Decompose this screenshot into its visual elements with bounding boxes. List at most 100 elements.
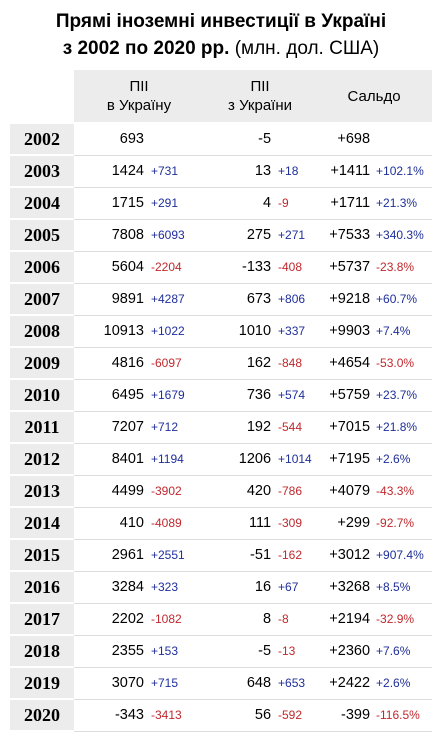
saldo-percent: +8.5%: [373, 570, 433, 604]
fdi-in-change: +1679: [148, 378, 205, 412]
fdi-in-change: +715: [148, 666, 205, 700]
year-cell: 2018: [10, 634, 74, 668]
fdi-out-value: 4: [204, 186, 276, 220]
fdi-in-change: -2204: [148, 250, 205, 284]
fdi-in-change: [148, 122, 205, 156]
fdi-out-value: 16: [204, 570, 276, 604]
year-cell: 2014: [10, 506, 74, 540]
saldo-value: +2194: [316, 602, 374, 636]
year-cell: 2020: [10, 698, 74, 732]
saldo-value: +7195: [316, 442, 374, 476]
fdi-out-value: 275: [204, 218, 276, 252]
saldo-value: +1411: [316, 154, 374, 188]
fdi-out-value: -133: [204, 250, 276, 284]
fdi-out-value: 8: [204, 602, 276, 636]
saldo-value: +7015: [316, 410, 374, 444]
fdi-out-change: -309: [275, 506, 317, 540]
table-row: 2010 6495 +1679 736 +574 +5759 +23.7%: [10, 378, 433, 412]
fdi-out-value: 111: [204, 506, 276, 540]
fdi-in-value: 2202: [74, 602, 148, 636]
saldo-percent: [373, 122, 433, 156]
saldo-value: +5759: [316, 378, 374, 412]
year-cell: 2011: [10, 410, 74, 444]
saldo-percent: -23.8%: [373, 250, 433, 284]
column-header-fdi-out: ПІІ з України: [204, 70, 317, 123]
fdi-out-change: -848: [275, 346, 317, 380]
saldo-percent: -32.9%: [373, 602, 433, 636]
fdi-out-value: -5: [204, 634, 276, 668]
table-row: 2018 2355 +153 -5 -13 +2360 +7.6%: [10, 634, 433, 668]
fdi-out-value: 192: [204, 410, 276, 444]
fdi-out-change: -544: [275, 410, 317, 444]
saldo-percent: +2.6%: [373, 666, 433, 700]
fdi-in-change: -1082: [148, 602, 205, 636]
saldo-percent: +7.6%: [373, 634, 433, 668]
saldo-percent: +340.3%: [373, 218, 433, 252]
fdi-out-change: +574: [275, 378, 317, 412]
table-row: 2008 10913 +1022 1010 +337 +9903 +7.4%: [10, 314, 433, 348]
title-line-2: з 2002 по 2020 рр. (млн. дол. США): [62, 38, 380, 59]
year-cell: 2007: [10, 282, 74, 316]
fdi-out-value: 673: [204, 282, 276, 316]
table-row: 2020 -343 -3413 56 -592 -399 -116.5%: [10, 698, 433, 732]
fdi-out-value: 56: [204, 698, 276, 732]
fdi-in-value: 2355: [74, 634, 148, 668]
title-unit: (млн. дол. США): [229, 38, 380, 59]
column-header-fdi-in: ПІІ в Україну: [74, 70, 205, 123]
fdi-in-value: 10913: [74, 314, 148, 348]
fdi-in-change: +731: [148, 154, 205, 188]
saldo-value: +4079: [316, 474, 374, 508]
fdi-out-value: 420: [204, 474, 276, 508]
fdi-in-change: +153: [148, 634, 205, 668]
saldo-percent: -116.5%: [373, 698, 433, 732]
fdi-out-value: 1010: [204, 314, 276, 348]
table-row: 2012 8401 +1194 1206 +1014 +7195 +2.6%: [10, 442, 433, 476]
table-row: 2014 410 -4089 111 -309 +299 -92.7%: [10, 506, 433, 540]
year-cell: 2013: [10, 474, 74, 508]
fdi-in-change: +712: [148, 410, 205, 444]
saldo-value: +2422: [316, 666, 374, 700]
year-cell: 2009: [10, 346, 74, 380]
table-row: 2002 693 -5 +698: [10, 122, 433, 156]
fdi-in-change: +6093: [148, 218, 205, 252]
table-row: 2017 2202 -1082 8 -8 +2194 -32.9%: [10, 602, 433, 636]
fdi-out-change: -162: [275, 538, 317, 572]
fdi-in-value: 3070: [74, 666, 148, 700]
fdi-in-change: -4089: [148, 506, 205, 540]
fdi-in-value: 5604: [74, 250, 148, 284]
saldo-percent: +60.7%: [373, 282, 433, 316]
year-cell: 2004: [10, 186, 74, 220]
table-row: 2011 7207 +712 192 -544 +7015 +21.8%: [10, 410, 433, 444]
fdi-out-value: 1206: [204, 442, 276, 476]
fdi-out-change: +271: [275, 218, 317, 252]
fdi-out-change: +337: [275, 314, 317, 348]
saldo-value: +299: [316, 506, 374, 540]
fdi-out-change: -408: [275, 250, 317, 284]
table-body: 2002 693 -5 +698 2003 1424 +731 13 +18 +1411 +102.…: [10, 122, 433, 732]
fdi-in-change: +323: [148, 570, 205, 604]
fdi-in-value: 8401: [74, 442, 148, 476]
saldo-percent: -92.7%: [373, 506, 433, 540]
saldo-value: +2360: [316, 634, 374, 668]
fdi-table: ПІІ в Україну ПІІ з України Сальдо 2002 6…: [10, 70, 433, 732]
saldo-percent: +907.4%: [373, 538, 433, 572]
year-cell: 2017: [10, 602, 74, 636]
fdi-out-value: 13: [204, 154, 276, 188]
table-row: 2003 1424 +731 13 +18 +1411 +102.1%: [10, 154, 433, 188]
year-cell: 2002: [10, 122, 74, 156]
fdi-out-change: -13: [275, 634, 317, 668]
header-row: ПІІ в Україну ПІІ з України Сальдо: [10, 70, 433, 123]
fdi-in-value: 6495: [74, 378, 148, 412]
table-row: 2007 9891 +4287 673 +806 +9218 +60.7%: [10, 282, 433, 316]
title-line-1: Прямі іноземні инвестиції в Україні: [55, 11, 387, 32]
table-row: 2013 4499 -3902 420 -786 +4079 -43.3%: [10, 474, 433, 508]
saldo-percent: +2.6%: [373, 442, 433, 476]
fdi-in-change: -3413: [148, 698, 205, 732]
saldo-percent: +21.3%: [373, 186, 433, 220]
fdi-out-change: -592: [275, 698, 317, 732]
fdi-in-value: 1715: [74, 186, 148, 220]
fdi-out-change: [275, 122, 317, 156]
fdi-in-value: 4499: [74, 474, 148, 508]
year-cell: 2006: [10, 250, 74, 284]
fdi-out-value: 736: [204, 378, 276, 412]
